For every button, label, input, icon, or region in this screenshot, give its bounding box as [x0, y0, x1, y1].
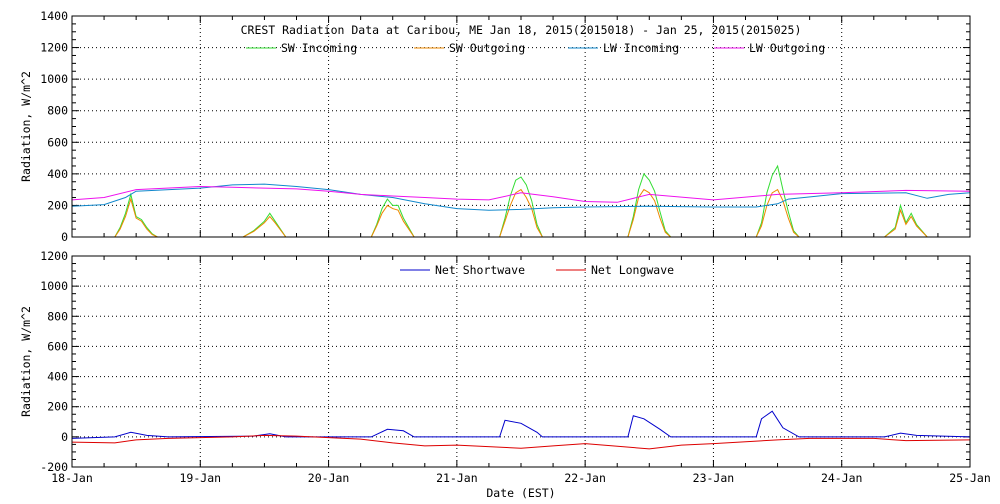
series-line-lw-outgoing	[72, 185, 970, 203]
y-tick-label: 1000	[40, 279, 68, 293]
y-tick-label: 1400	[40, 9, 68, 23]
x-axis-label: Date (EST)	[486, 486, 555, 500]
x-tick-label: 20-Jan	[308, 471, 350, 485]
series-line-lw-incoming	[72, 183, 970, 211]
x-tick-label: 19-Jan	[180, 471, 222, 485]
legend-label: Net Longwave	[591, 263, 674, 277]
legend-label: SW Outgoing	[449, 41, 525, 55]
y-tick-label: 600	[47, 135, 68, 149]
series-line-net-shortwave	[72, 410, 970, 439]
legend-label: LW Outgoing	[749, 41, 825, 55]
y-tick-label: 200	[47, 198, 68, 212]
series-line-net-longwave	[72, 434, 970, 450]
x-tick-label: 21-Jan	[436, 471, 478, 485]
y-tick-label: 400	[47, 370, 68, 384]
chart-title: CREST Radiation Data at Caribou, ME Jan …	[241, 23, 802, 37]
y-tick-label: -200	[40, 460, 68, 474]
y-tick-label: 600	[47, 339, 68, 353]
panel-1	[71, 15, 971, 238]
plot-frame	[71, 15, 971, 238]
legend-label: SW Incoming	[281, 41, 357, 55]
y-tick-label: 200	[47, 400, 68, 414]
y-tick-label: 1200	[40, 249, 68, 263]
y-axis-label: Radiation, W/m^2	[19, 306, 33, 417]
legend-label: Net Shortwave	[435, 263, 525, 277]
y-axis-label: Radiation, W/m^2	[19, 71, 33, 182]
x-tick-label: 24-Jan	[821, 471, 863, 485]
y-tick-label: 800	[47, 104, 68, 118]
y-tick-label: 1000	[40, 72, 68, 86]
y-tick-label: 800	[47, 309, 68, 323]
legend-label: LW Incoming	[603, 41, 679, 55]
y-tick-label: 1200	[40, 41, 68, 55]
series-line-sw-incoming	[114, 164, 928, 237]
panel-2	[71, 255, 971, 468]
y-tick-label: 0	[61, 230, 68, 244]
y-tick-label: 400	[47, 167, 68, 181]
x-tick-label: 18-Jan	[51, 471, 93, 485]
y-tick-label: 0	[61, 430, 68, 444]
x-tick-label: 25-Jan	[949, 471, 991, 485]
x-tick-label: 23-Jan	[693, 471, 735, 485]
plot-frame	[71, 255, 971, 468]
x-tick-label: 22-Jan	[564, 471, 606, 485]
series-line-sw-outgoing	[114, 188, 928, 237]
